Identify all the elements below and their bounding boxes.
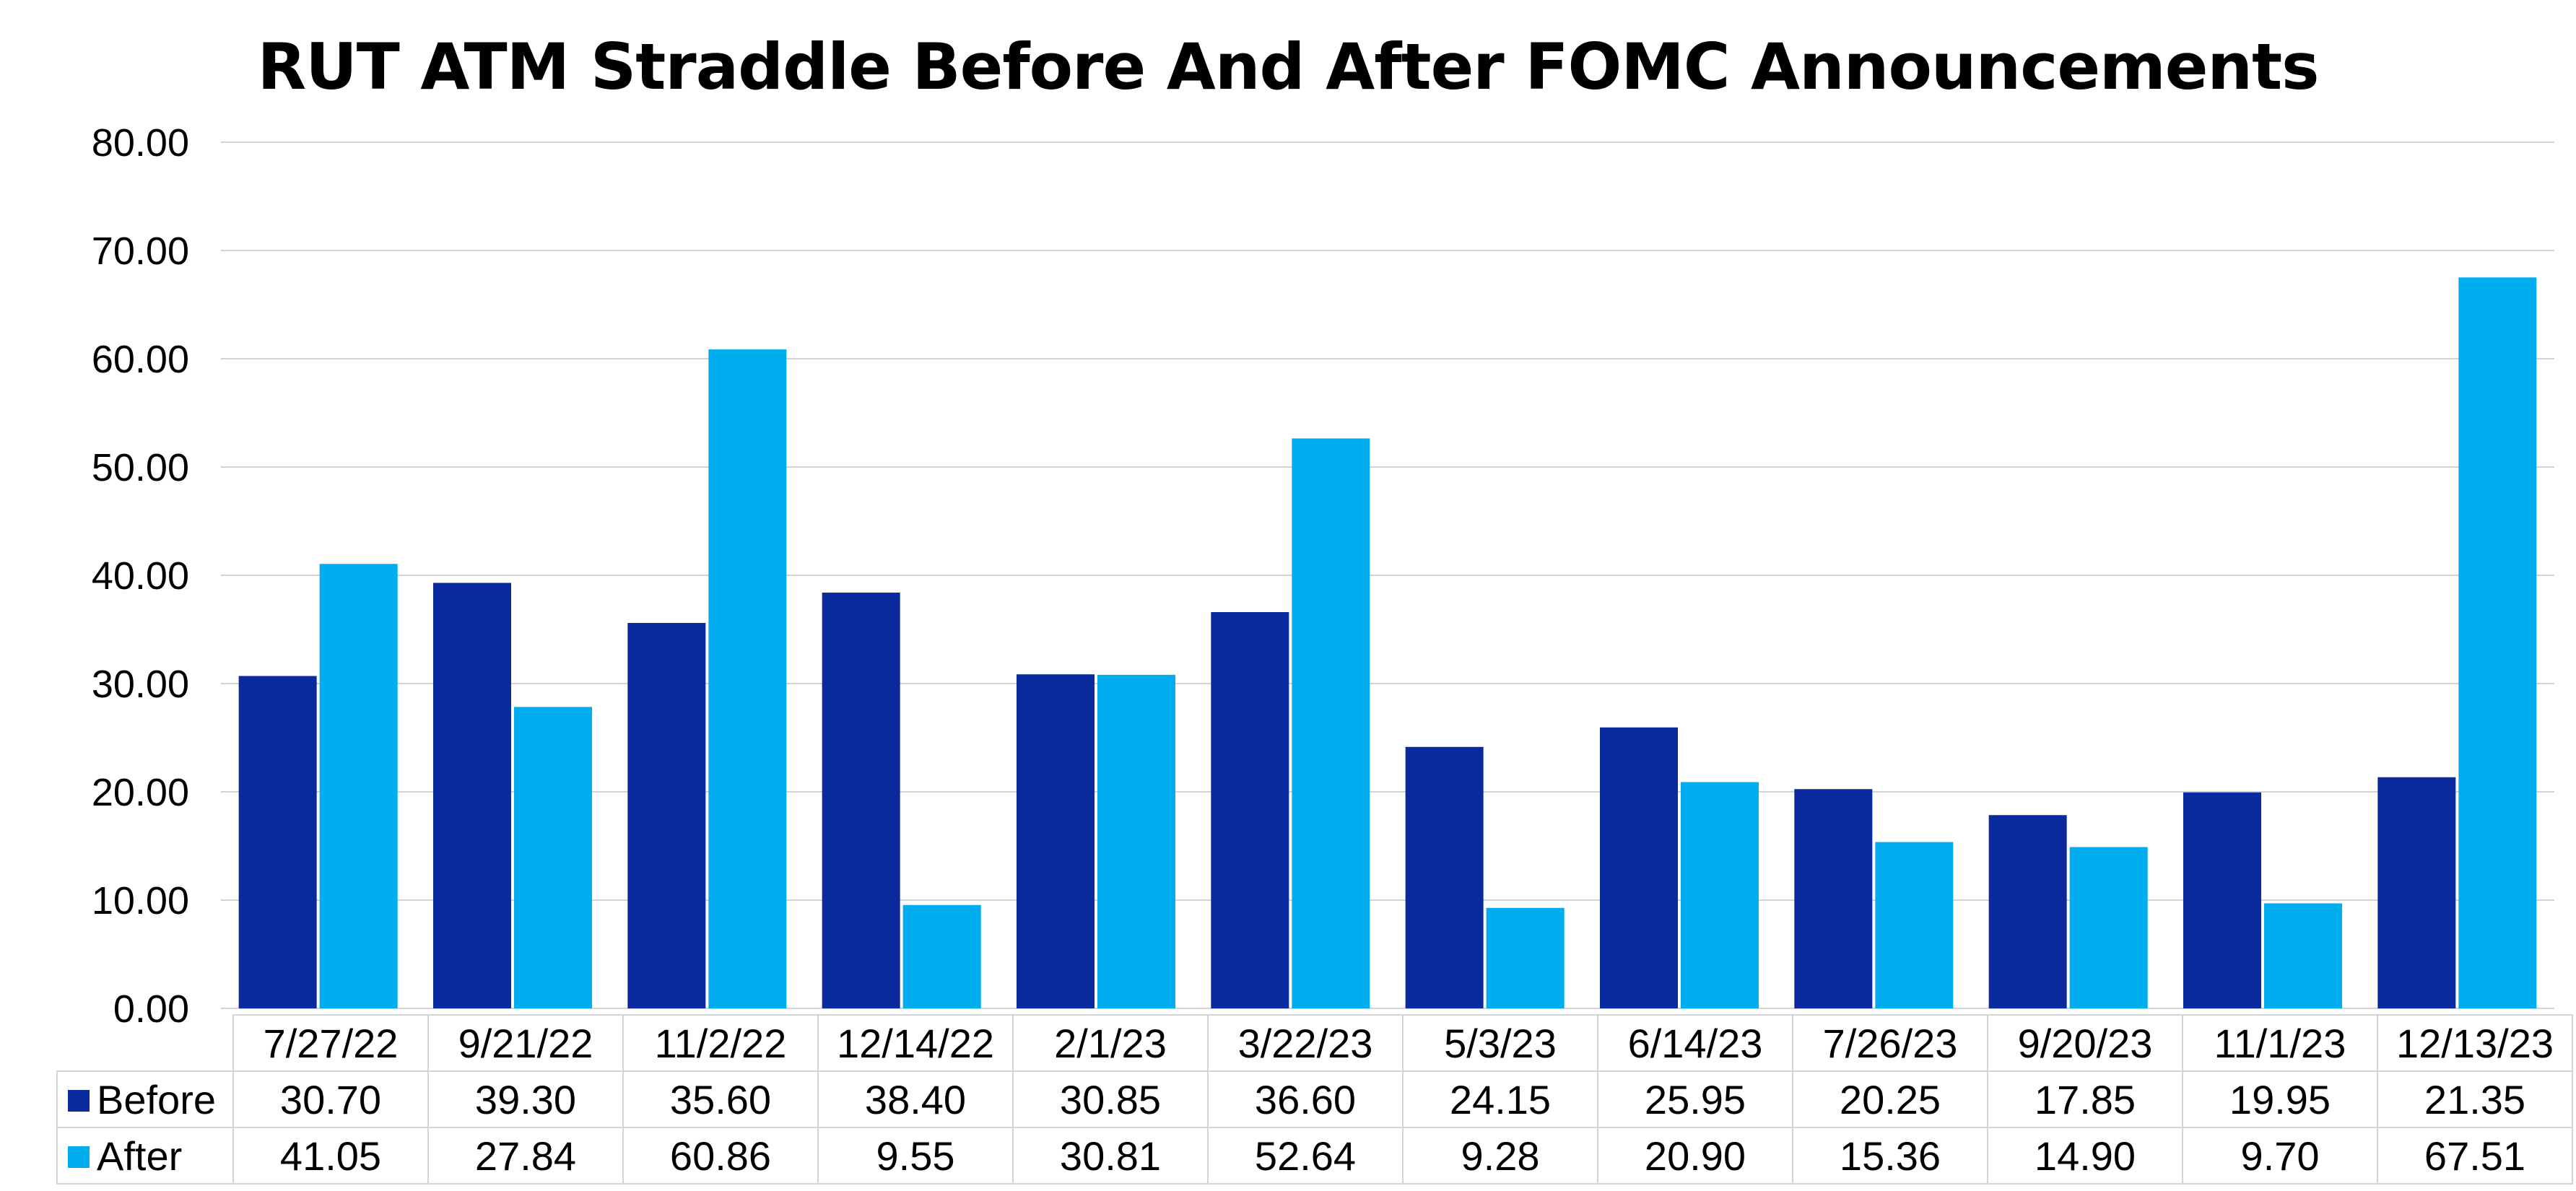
table-header-row: 7/27/22 9/21/22 11/2/22 12/14/22 2/1/23 3/22/… <box>57 1014 2573 1072</box>
bar-after <box>902 904 981 1008</box>
x-tick-label: 7/27/22 <box>232 1014 429 1072</box>
x-tick-label: 6/14/23 <box>1597 1014 1793 1072</box>
x-tick-label: 12/13/23 <box>2377 1014 2573 1072</box>
bar-after <box>708 349 787 1009</box>
data-label: 21.35 <box>2377 1070 2573 1128</box>
data-label: 25.95 <box>1597 1070 1793 1128</box>
bar-before <box>433 583 511 1008</box>
bar-before <box>1600 727 1678 1008</box>
bar-before <box>1017 674 1095 1008</box>
data-label: 30.85 <box>1012 1070 1209 1128</box>
data-label: 30.70 <box>232 1070 429 1128</box>
data-label: 35.60 <box>622 1070 819 1128</box>
x-tick-label: 11/2/22 <box>622 1014 819 1072</box>
legend-entry: Before <box>56 1070 234 1128</box>
data-label: 24.15 <box>1402 1070 1598 1128</box>
data-label: 67.51 <box>2377 1127 2573 1185</box>
data-label: 27.84 <box>427 1127 624 1185</box>
table-corner <box>57 1015 234 1072</box>
data-label: 9.70 <box>2182 1127 2378 1185</box>
bar-after <box>2264 903 2342 1008</box>
bar-after <box>1097 674 1175 1008</box>
chart-title: RUT ATM Straddle Before And After FOMC A… <box>257 30 2319 104</box>
bar-after <box>1875 842 1954 1008</box>
y-tick-label: 40.00 <box>92 554 189 598</box>
bar-before <box>1211 612 1289 1008</box>
data-label: 38.40 <box>817 1070 1014 1128</box>
bar-after <box>2458 277 2537 1009</box>
legend-label: Before <box>97 1076 216 1122</box>
data-label: 20.25 <box>1792 1070 1988 1128</box>
bar-before <box>1794 789 1873 1008</box>
bar-before <box>822 593 900 1008</box>
y-tick-label: 50.00 <box>92 446 189 489</box>
data-label: 9.55 <box>817 1127 1014 1185</box>
gridlines <box>221 141 2554 1009</box>
bar-before <box>238 676 317 1008</box>
x-tick-label: 12/14/22 <box>817 1014 1014 1072</box>
bar-after <box>2069 847 2148 1008</box>
legend-label: After <box>97 1133 183 1179</box>
data-table: 7/27/22 9/21/22 11/2/22 12/14/22 2/1/23 3/22/… <box>56 1014 2573 1185</box>
legend-entry: After <box>56 1127 234 1185</box>
data-label: 52.64 <box>1207 1127 1404 1185</box>
data-label: 19.95 <box>2182 1070 2378 1128</box>
bars <box>238 277 2537 1009</box>
data-label: 14.90 <box>1987 1127 2183 1185</box>
data-label: 9.28 <box>1402 1127 1598 1185</box>
y-axis-ticks: 0.0010.0020.0030.0040.0050.0060.0070.008… <box>92 121 189 1031</box>
legend-swatch <box>68 1089 90 1112</box>
legend-swatch <box>68 1146 90 1168</box>
bar-before <box>2183 792 2261 1008</box>
bar-before <box>1988 815 2067 1008</box>
data-label: 17.85 <box>1987 1070 2183 1128</box>
x-tick-label: 7/26/23 <box>1792 1014 1988 1072</box>
data-label: 39.30 <box>427 1070 624 1128</box>
y-tick-label: 70.00 <box>92 230 189 273</box>
bar-after <box>1486 907 1565 1008</box>
data-label: 30.81 <box>1012 1127 1209 1185</box>
bar-after <box>1292 438 1370 1008</box>
data-label: 15.36 <box>1792 1127 1988 1185</box>
data-label: 60.86 <box>622 1127 819 1185</box>
bar-before <box>2377 777 2456 1008</box>
x-tick-label: 3/22/23 <box>1207 1014 1404 1072</box>
y-tick-label: 60.00 <box>92 338 189 381</box>
y-tick-label: 80.00 <box>92 121 189 165</box>
table-row: After 41.05 27.84 60.86 9.55 30.81 52.64 9.28 20… <box>56 1127 2573 1185</box>
x-tick-label: 5/3/23 <box>1402 1014 1598 1072</box>
data-label: 41.05 <box>232 1127 429 1185</box>
x-tick-label: 9/20/23 <box>1987 1014 2183 1072</box>
bar-before <box>1405 746 1484 1008</box>
x-tick-label: 9/21/22 <box>427 1014 624 1072</box>
bar-before <box>627 623 706 1008</box>
x-tick-label: 2/1/23 <box>1012 1014 1209 1072</box>
bar-after <box>319 564 398 1008</box>
x-tick-label: 11/1/23 <box>2182 1014 2378 1072</box>
data-label: 20.90 <box>1597 1127 1793 1185</box>
data-label: 36.60 <box>1207 1070 1404 1128</box>
table-row: Before 30.70 39.30 35.60 38.40 30.85 36.60 24.1… <box>56 1070 2573 1128</box>
y-tick-label: 10.00 <box>92 879 189 922</box>
bar-after <box>1681 782 1759 1008</box>
y-tick-label: 30.00 <box>92 663 189 706</box>
bar-after <box>514 707 592 1008</box>
y-tick-label: 20.00 <box>92 771 189 814</box>
